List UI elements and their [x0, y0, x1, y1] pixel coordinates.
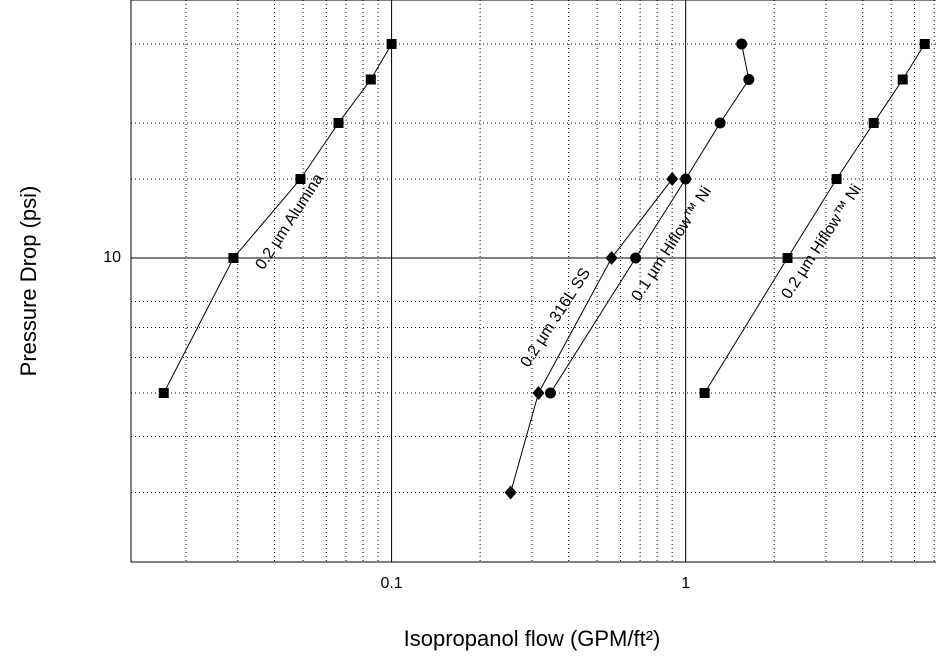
series-line	[550, 43, 750, 394]
marker	[544, 387, 556, 399]
marker	[158, 388, 169, 399]
series-line	[510, 178, 673, 493]
marker	[868, 117, 879, 128]
marker	[333, 117, 344, 128]
marker	[831, 174, 842, 185]
marker	[919, 38, 930, 49]
x-tick-label: 1	[681, 575, 690, 592]
x-tick-label: 0.1	[380, 575, 402, 592]
marker	[714, 117, 726, 129]
x-axis-title: Isopropanol flow (GPM/ft²)	[404, 626, 661, 651]
marker	[897, 74, 908, 85]
series-label: 0.2 µm Hiflow™ Ni	[778, 182, 865, 303]
series-line	[704, 43, 926, 394]
series-line	[163, 43, 393, 394]
y-axis-title: Pressure Drop (psi)	[16, 186, 41, 377]
series-label: 0.2 µm 316L SS	[517, 265, 594, 370]
marker	[504, 485, 517, 500]
marker	[736, 38, 748, 50]
marker	[743, 74, 755, 86]
y-tick-label: 10	[103, 249, 121, 266]
marker	[782, 252, 793, 263]
marker	[666, 172, 679, 187]
marker	[699, 388, 710, 399]
plot-frame	[130, 0, 936, 563]
marker	[630, 252, 642, 264]
marker	[228, 252, 239, 263]
marker	[386, 38, 397, 49]
marker	[295, 174, 306, 185]
marker	[680, 173, 692, 185]
marker	[532, 386, 545, 401]
marker	[365, 74, 376, 85]
marker	[605, 250, 618, 265]
